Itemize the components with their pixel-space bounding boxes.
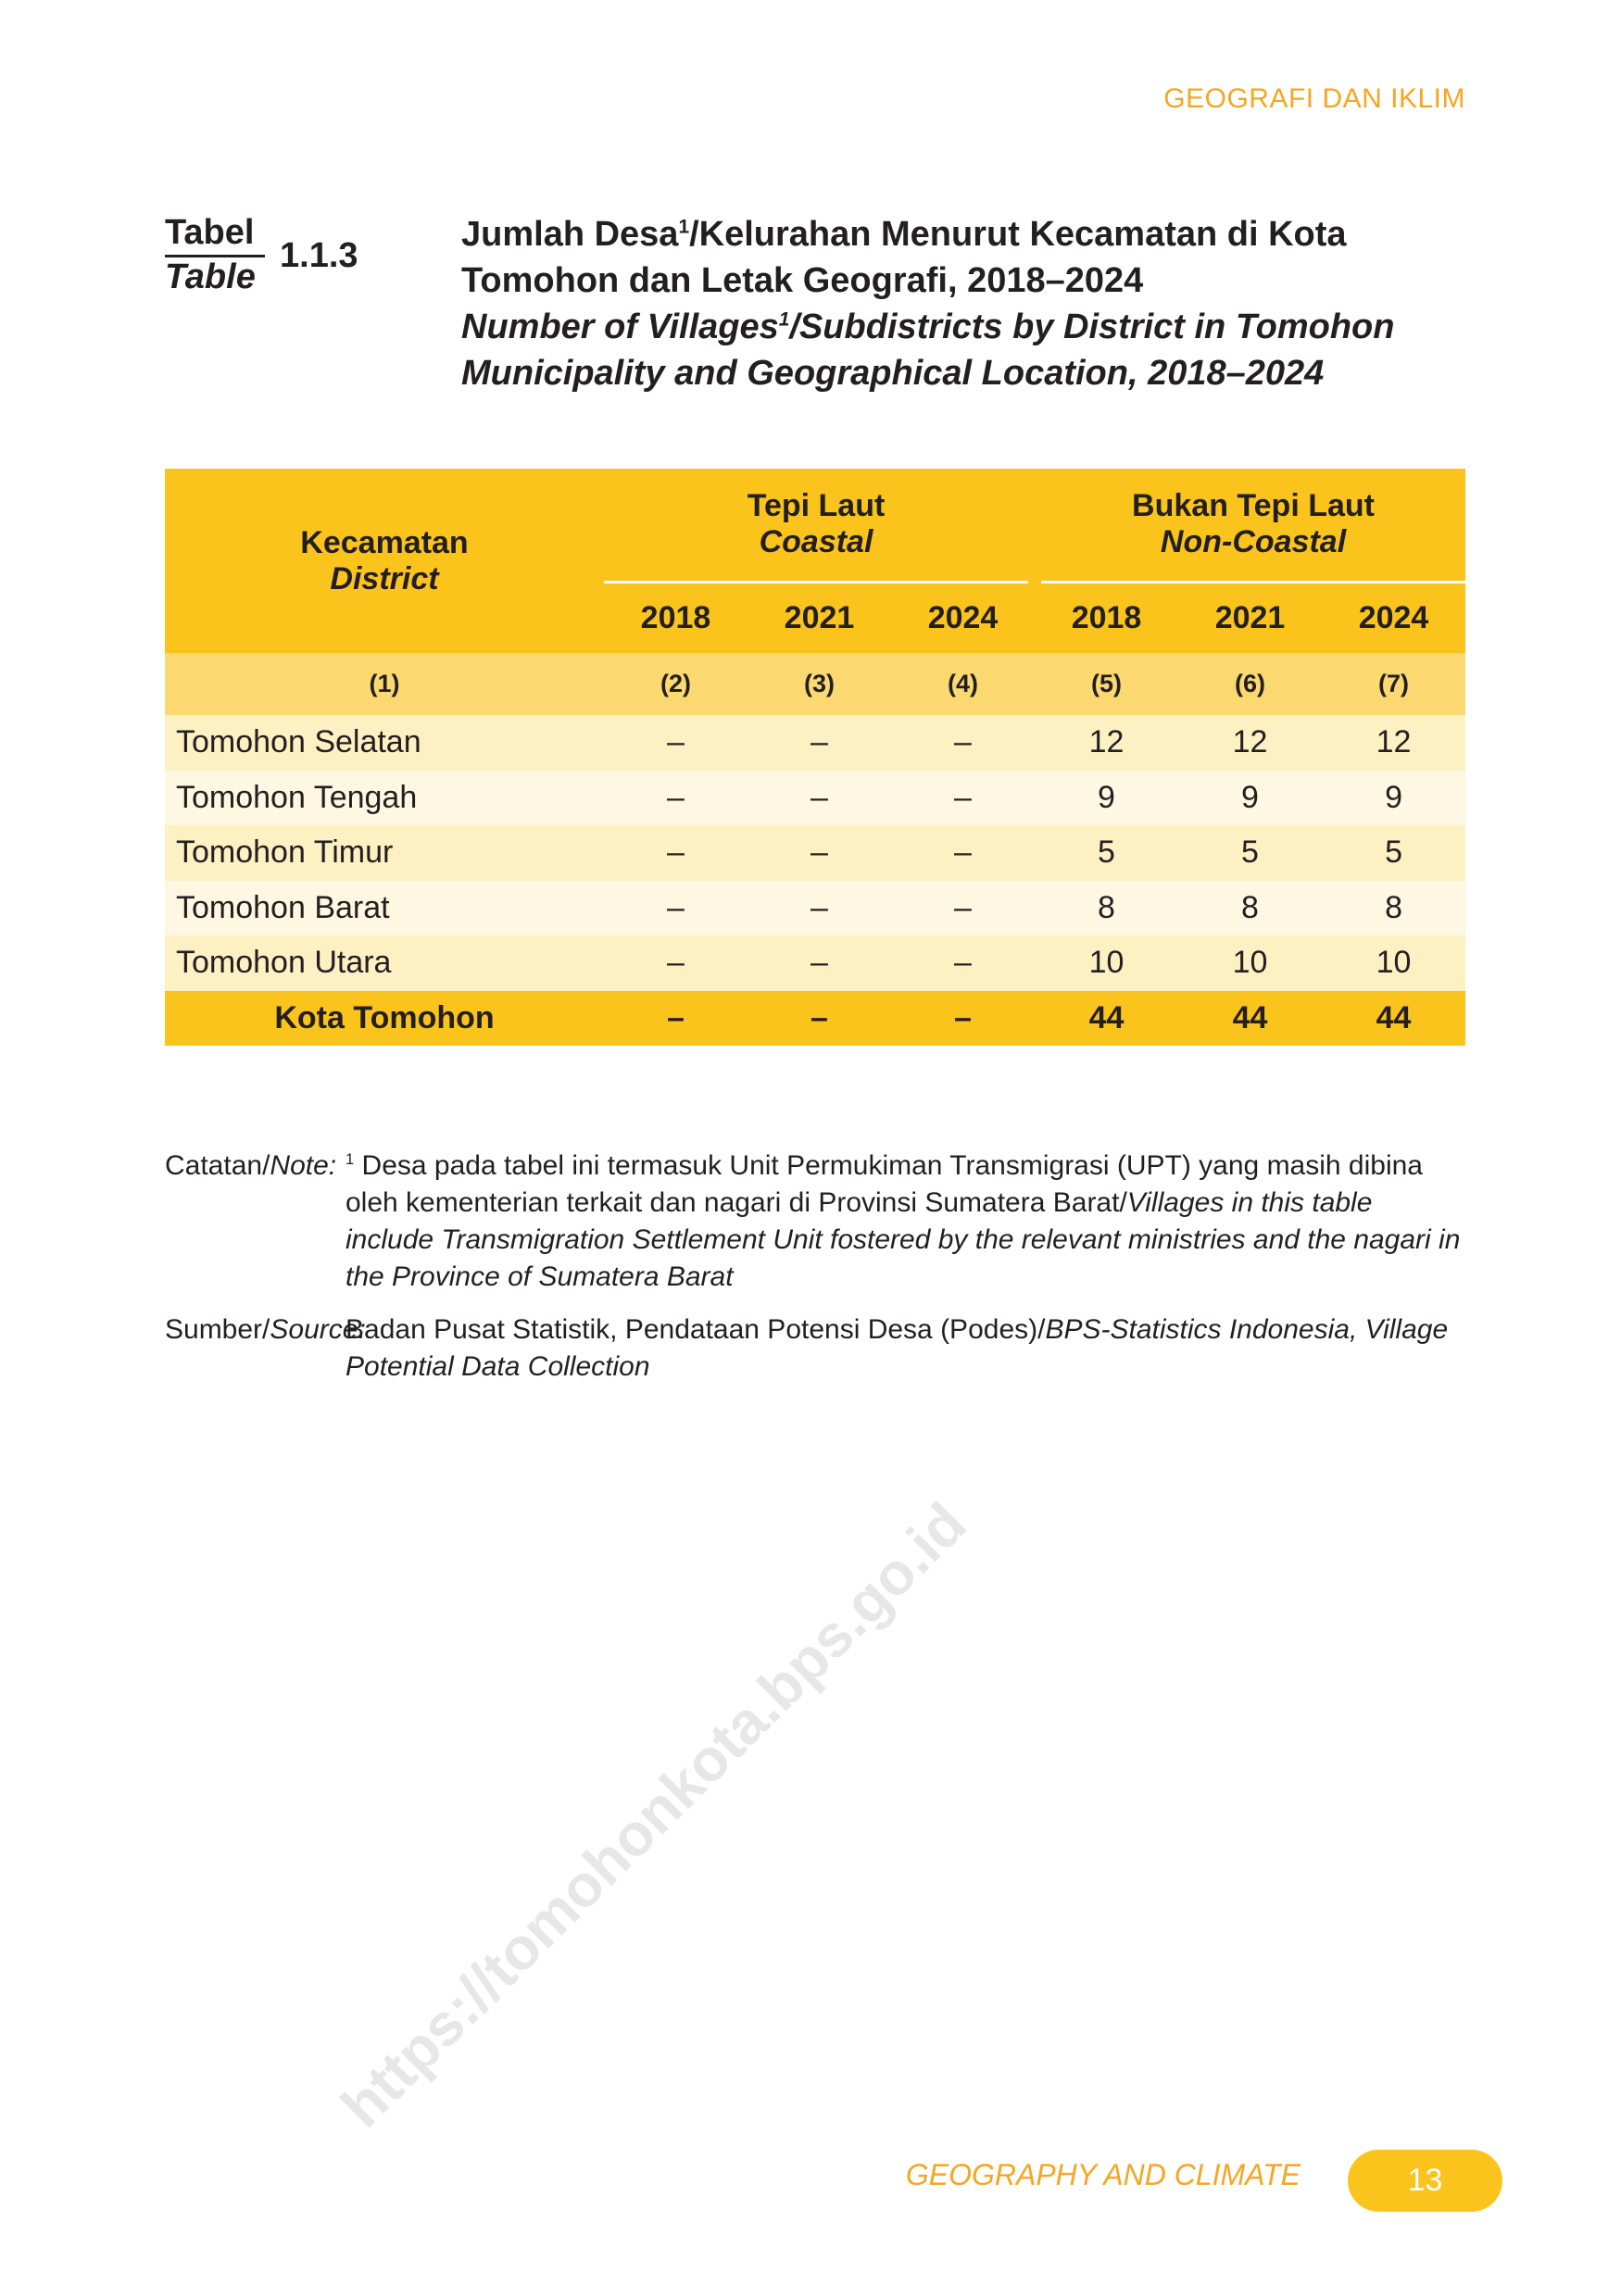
value-cell: 10 <box>1376 945 1412 981</box>
table-row: Tomohon Barat – – – 8 8 8 <box>165 880 1466 935</box>
value-cell: 9 <box>1385 779 1402 815</box>
table-label: Tabel Table <box>165 213 265 297</box>
district-name: Tomohon Timur <box>176 834 394 871</box>
district-name: Tomohon Tengah <box>176 779 418 815</box>
value-cell: 5 <box>1241 834 1259 871</box>
value-cell: – <box>667 779 685 815</box>
table-title: Jumlah Desa1/Kelurahan Menurut Kecamatan… <box>461 211 1465 396</box>
value-cell: – <box>810 724 828 760</box>
value-cell: – <box>810 945 828 981</box>
villages-table: Kecamatan District Tepi Laut Coastal Bukan… <box>165 469 1466 1046</box>
value-cell: – <box>667 834 685 871</box>
title-en-line1: Number of Villages1/Subdistricts by Dist… <box>461 307 1395 346</box>
column-number: (4) <box>948 670 978 697</box>
value-cell: – <box>954 889 972 925</box>
value-cell: 5 <box>1385 834 1402 871</box>
notes: Catatan/Note: 1 Desa pada tabel ini term… <box>165 1148 1465 1386</box>
note-text: 1 Desa pada tabel ini termasuk Unit Perm… <box>346 1149 1461 1292</box>
header-coastal: Tepi Laut Coastal <box>604 469 1036 583</box>
header-year: 2024 <box>1358 599 1429 635</box>
table-row: Tomohon Timur – – – 5 5 5 <box>165 825 1466 881</box>
column-number: (3) <box>804 670 835 697</box>
header-year: 2018 <box>640 599 711 635</box>
watermark: https://tomohonkota.bps.go.id <box>328 1489 979 2140</box>
total-cell: – <box>954 999 972 1035</box>
value-cell: 9 <box>1241 779 1259 815</box>
column-number: (6) <box>1235 670 1266 697</box>
value-cell: – <box>954 834 972 871</box>
header-year: 2024 <box>927 599 999 635</box>
total-cell: 44 <box>1376 999 1412 1035</box>
value-cell: 9 <box>1098 779 1115 815</box>
footer-chapter: GEOGRAPHY AND CLIMATE <box>905 2158 1301 2191</box>
title-en-line2: Municipality and Geographical Location, … <box>461 354 1325 393</box>
column-number: (7) <box>1378 670 1410 697</box>
note-label: Catatan/Note: <box>165 1149 337 1181</box>
value-cell: – <box>667 889 685 925</box>
value-cell: 12 <box>1232 724 1268 760</box>
table-number: 1.1.3 <box>280 236 358 275</box>
column-number: (5) <box>1091 670 1123 697</box>
value-cell: – <box>667 724 685 760</box>
value-cell: – <box>810 779 828 815</box>
chapter-header: GEOGRAFI DAN IKLIM <box>1163 83 1465 115</box>
value-cell: 10 <box>1088 945 1125 981</box>
value-cell: 8 <box>1098 889 1115 925</box>
note-row: Catatan/Note: 1 Desa pada tabel ini term… <box>165 1148 1465 1296</box>
value-cell: 8 <box>1385 889 1402 925</box>
district-name: Tomohon Selatan <box>176 724 421 760</box>
value-cell: 12 <box>1088 724 1125 760</box>
total-cell: – <box>810 999 828 1035</box>
total-cell: – <box>667 999 685 1035</box>
column-number: (1) <box>369 670 400 697</box>
header-non-coastal: Bukan Tepi Laut Non-Coastal <box>1028 469 1466 583</box>
main-content: Tabel Table 1.1.3 Jumlah Desa1/Kelurahan… <box>165 211 1466 1401</box>
column-number-row: (1) (2) (3) (4) (5) (6) (7) <box>165 653 1466 715</box>
header-year: 2021 <box>1214 599 1286 635</box>
district-name: Tomohon Utara <box>176 945 392 981</box>
table-row: Tomohon Utara – – – 10 10 10 <box>165 935 1466 991</box>
district-name: Tomohon Barat <box>176 889 390 925</box>
value-cell: 10 <box>1232 945 1268 981</box>
value-cell: 8 <box>1241 889 1259 925</box>
value-cell: – <box>810 889 828 925</box>
header-district: Kecamatan District <box>300 524 469 596</box>
value-cell: 12 <box>1376 724 1412 760</box>
source-label: Sumber/Source: <box>165 1313 366 1345</box>
chapter-header-text: GEOGRAFI DAN IKLIM <box>1163 83 1465 114</box>
total-row: Kota Tomohon – – – 44 44 44 <box>165 990 1466 1046</box>
table-label-id: Tabel <box>165 213 265 257</box>
total-cell: 44 <box>1232 999 1268 1035</box>
source-text: Badan Pusat Statistik, Pendataan Potensi… <box>346 1313 1449 1382</box>
value-cell: – <box>667 945 685 981</box>
title-id-line2: Tomohon dan Letak Geografi, 2018–2024 <box>461 261 1144 300</box>
table-row: Tomohon Tengah – – – 9 9 9 <box>165 770 1466 825</box>
page-number: 13 <box>1348 2150 1502 2212</box>
header-year: 2018 <box>1071 599 1142 635</box>
value-cell: 5 <box>1098 834 1115 871</box>
total-cell: 44 <box>1088 999 1125 1035</box>
source-row: Sumber/Source: Badan Pusat Statistik, Pe… <box>165 1311 1465 1386</box>
header-year: 2021 <box>784 599 855 635</box>
value-cell: – <box>954 779 972 815</box>
value-cell: – <box>954 724 972 760</box>
total-label: Kota Tomohon <box>274 999 495 1035</box>
table-row: Tomohon Selatan – – – 12 12 12 <box>165 715 1466 771</box>
column-number: (2) <box>660 670 691 697</box>
value-cell: – <box>954 945 972 981</box>
value-cell: – <box>810 834 828 871</box>
table-label-en: Table <box>165 257 256 296</box>
table-heading: Tabel Table 1.1.3 Jumlah Desa1/Kelurahan… <box>165 211 1465 396</box>
title-id-line1: Jumlah Desa1/Kelurahan Menurut Kecamatan… <box>461 215 1347 254</box>
